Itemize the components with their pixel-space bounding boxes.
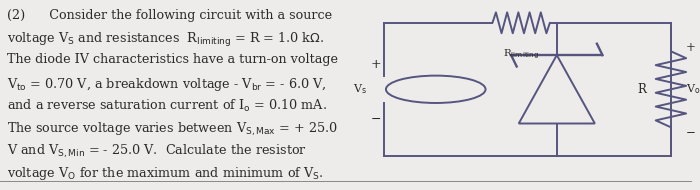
- Text: −: −: [685, 125, 695, 138]
- Text: V and V$_\mathsf{S,Min}$ = - 25.0 V.  Calculate the resistor: V and V$_\mathsf{S,Min}$ = - 25.0 V. Cal…: [7, 143, 307, 161]
- Text: and a reverse saturation current of I$_\mathsf{o}$ = 0.10 mA.: and a reverse saturation current of I$_\…: [7, 98, 327, 114]
- Text: R$_\mathsf{limiting}$: R$_\mathsf{limiting}$: [503, 48, 540, 61]
- Text: (2)      Consider the following circuit with a source: (2) Consider the following circuit with …: [7, 9, 332, 21]
- Text: V$_\mathsf{o}$: V$_\mathsf{o}$: [686, 82, 700, 96]
- Text: voltage V$_\mathsf{O}$ for the maximum and minimum of V$_\mathsf{S}$.: voltage V$_\mathsf{O}$ for the maximum a…: [7, 165, 323, 182]
- Text: The source voltage varies between V$_\mathsf{S,Max}$ = + 25.0: The source voltage varies between V$_\ma…: [7, 121, 337, 138]
- Text: R: R: [638, 83, 646, 96]
- Text: V$_\mathsf{to}$ = 0.70 V, a breakdown voltage - V$_\mathsf{br}$ = - 6.0 V,: V$_\mathsf{to}$ = 0.70 V, a breakdown vo…: [7, 76, 326, 93]
- Text: +: +: [685, 41, 695, 54]
- Text: +: +: [370, 58, 381, 71]
- Text: V$_\mathsf{s}$: V$_\mathsf{s}$: [353, 82, 367, 96]
- Text: −: −: [370, 113, 381, 126]
- Text: The diode IV characteristics have a turn-on voltage: The diode IV characteristics have a turn…: [7, 53, 338, 66]
- Text: voltage V$_\mathsf{S}$ and resistances  R$_\mathsf{limiting}$ = R = 1.0 k$\Omega: voltage V$_\mathsf{S}$ and resistances R…: [7, 31, 324, 49]
